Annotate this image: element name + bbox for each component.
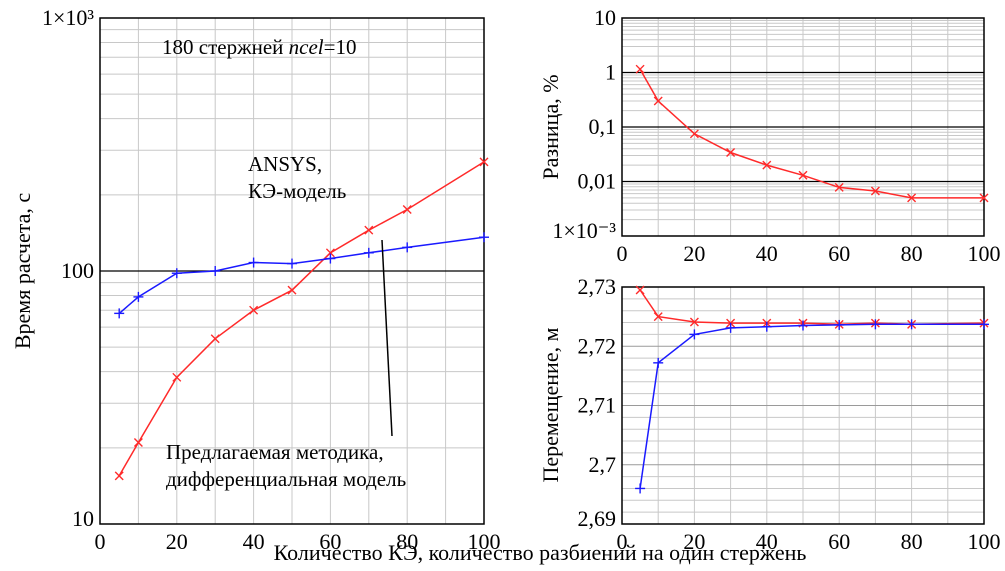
ansys-label-line1: ANSYS, — [248, 152, 322, 176]
proposed-label-line1: Предлагаемая методика, — [166, 440, 384, 464]
x-tick-label: 80 — [396, 529, 418, 554]
data-point — [762, 160, 772, 170]
data-point — [798, 170, 808, 180]
pointer-line — [381, 239, 393, 437]
y-tick-label: 2,71 — [578, 393, 617, 418]
x-tick-label: 100 — [968, 241, 1001, 266]
y-axis-label: Перемещение, м — [538, 327, 563, 482]
data-point — [979, 319, 989, 330]
y-tick-label: 1×10³ — [42, 5, 94, 30]
x-tick-label: 100 — [968, 529, 1001, 554]
y-tick-label: 2,7 — [589, 452, 617, 477]
data-point — [325, 248, 335, 258]
plot-frame — [621, 286, 985, 525]
plot-frame — [621, 17, 985, 237]
data-point — [653, 312, 663, 322]
y-tick-label: 0,01 — [578, 169, 617, 194]
data-point — [653, 357, 664, 368]
y-tick-label: 1×10⁻³ — [552, 218, 616, 243]
x-tick-label: 40 — [243, 529, 265, 554]
data-point — [210, 266, 221, 276]
x-tick-label: 0 — [617, 529, 628, 554]
data-point — [870, 319, 881, 330]
y-axis-label: Время расчета, с — [10, 193, 35, 350]
x-tick-label: 60 — [319, 529, 341, 554]
data-point — [114, 471, 124, 481]
data-point — [114, 308, 125, 319]
x-tick-label: 100 — [468, 529, 501, 554]
x-tick-label: 40 — [756, 241, 778, 266]
x-tick-label: 60 — [828, 241, 850, 266]
chart-displacement: 0 20 40 60 80 100 2,69 2,7 2,71 2,72 2,73 Перемещен… — [538, 274, 1001, 554]
data-point — [248, 257, 259, 268]
data-point — [689, 129, 699, 139]
data-point — [689, 317, 699, 327]
data-point — [906, 319, 917, 330]
y-tick-label: 10 — [594, 5, 616, 30]
data-point — [761, 321, 772, 332]
y-tick-label: 2,72 — [578, 333, 617, 358]
data-point — [287, 258, 297, 269]
data-point — [249, 305, 259, 315]
data-point — [979, 193, 989, 203]
y-tick-label: 1 — [605, 60, 616, 85]
data-point — [725, 322, 736, 333]
header-annotation: 180 стержней ncel=10 — [162, 35, 356, 59]
x-tick-label: 20 — [683, 241, 705, 266]
y-axis-label: Разница, % — [538, 74, 563, 179]
data-point — [363, 247, 374, 258]
data-point — [834, 319, 845, 330]
x-tick-label: 80 — [901, 529, 923, 554]
data-point — [479, 157, 489, 167]
data-point — [133, 437, 143, 447]
ansys-label-line2: КЭ-модель — [248, 179, 346, 203]
chart-time: 0 20 40 60 80 100 10 100 1×10³ Время расчета, с — [10, 5, 501, 554]
series-line-2 — [639, 323, 984, 489]
data-point — [635, 64, 645, 74]
data-point — [171, 268, 182, 279]
proposed-label-line2: дифференциальная модель — [166, 467, 406, 491]
y-tick-label: 10 — [72, 506, 94, 531]
data-point — [653, 96, 663, 106]
data-point — [172, 372, 182, 382]
data-point — [834, 182, 844, 192]
data-point — [479, 232, 489, 243]
x-tick-label: 20 — [683, 529, 705, 554]
series-line-1 — [118, 161, 485, 477]
x-tick-label: 0 — [617, 241, 628, 266]
series-line-1 — [639, 68, 984, 199]
y-tick-label: 2,69 — [578, 506, 617, 531]
chart-difference: 0 20 40 60 80 100 1×10⁻³ 0,01 0,1 1 10 Разница, % — [538, 5, 1001, 266]
y-tick-label: 2,73 — [578, 274, 617, 299]
data-point — [635, 483, 646, 494]
data-point — [689, 329, 700, 340]
data-point — [635, 285, 645, 295]
common-x-axis-label: Количество КЭ, количество разбиений на о… — [274, 540, 807, 565]
data-point — [402, 242, 413, 253]
y-tick-label: 100 — [61, 258, 94, 283]
data-point — [907, 193, 917, 203]
data-point — [325, 253, 336, 264]
data-point — [364, 225, 374, 235]
x-tick-label: 40 — [756, 529, 778, 554]
data-point — [402, 205, 412, 215]
plot-frame — [99, 17, 485, 525]
y-tick-label: 0,1 — [589, 114, 617, 139]
data-point — [870, 186, 880, 196]
x-tick-label: 20 — [166, 529, 188, 554]
data-point — [798, 320, 808, 331]
data-point — [726, 148, 736, 158]
x-tick-label: 60 — [828, 529, 850, 554]
data-point — [287, 285, 297, 295]
data-point — [210, 334, 220, 344]
x-tick-label: 80 — [901, 241, 923, 266]
series-line-2 — [118, 236, 485, 314]
data-point — [133, 291, 144, 302]
x-tick-label: 0 — [95, 529, 106, 554]
